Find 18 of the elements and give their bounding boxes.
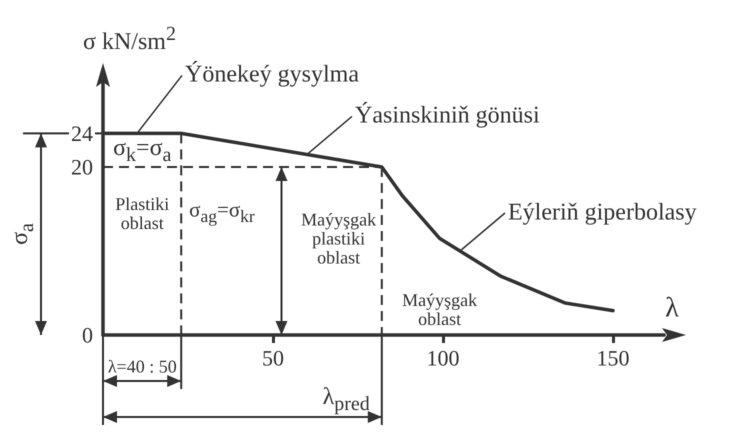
annotation: Plastiki oblast	[115, 194, 170, 234]
y-tick-label: 0	[82, 322, 93, 348]
x-tick-label: 150	[596, 346, 630, 370]
annotation: Eýleriň giperbolasy	[508, 199, 697, 226]
x-axis-title: λ	[665, 292, 679, 324]
x-tick-label: 100	[426, 346, 460, 370]
ref-line-label: λ$_{pred}$	[322, 384, 370, 415]
y-tick-label: 24	[71, 120, 93, 146]
annotation: σ$_{k}$=σ$_{a}$	[113, 135, 172, 166]
annotation: σ$_{ag}$=σ$_{kr}$	[189, 197, 255, 226]
annotation: Ýönekeý gysylma	[185, 62, 359, 88]
annotation: Ýasinskiniň gönüsi	[355, 102, 540, 129]
annotation: Maýyşgak oblast	[402, 290, 478, 329]
y-tick-label: 20	[71, 154, 93, 180]
y-axis-title: σ kN/sm$^{2}$	[83, 22, 176, 55]
text: λ=40 : 50	[108, 356, 177, 376]
x-tick-label: 50	[262, 346, 284, 370]
annotation: Maýyşgak plastiki oblast	[301, 210, 376, 268]
